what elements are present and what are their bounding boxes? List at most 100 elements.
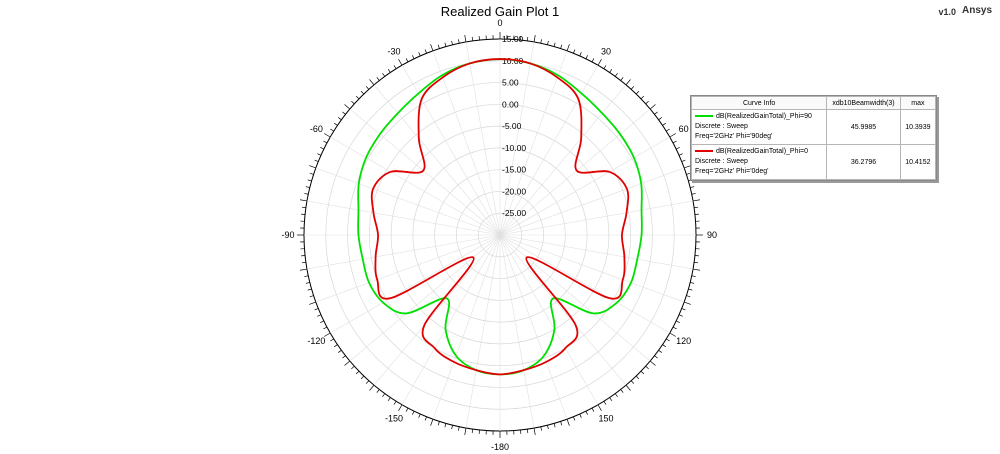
outer-tick (533, 35, 536, 43)
outer-tick (625, 384, 631, 391)
outer-tick (540, 426, 542, 431)
legend-header-max: max (899, 96, 937, 110)
outer-tick (630, 380, 635, 384)
outer-tick (662, 344, 667, 348)
outer-tick (597, 404, 602, 411)
grid-spoke (432, 234, 501, 420)
polar-grid (303, 38, 697, 432)
outer-tick (305, 282, 310, 284)
outer-tick (694, 261, 699, 264)
outer-tick (309, 295, 314, 298)
outer-tick (398, 59, 403, 66)
angle-label: 30 (601, 46, 611, 56)
grid-spoke (499, 234, 651, 362)
outer-tick (560, 421, 563, 426)
outer-tick (437, 44, 440, 49)
outer-tick (658, 117, 663, 121)
radial-labels: 15.00 10.00 5.00 0.00 -5.00 -10.00 -15.00 -20.0… (502, 34, 526, 218)
outer-tick (430, 419, 434, 426)
outer-tick (333, 122, 338, 126)
outer-tick (320, 147, 324, 150)
outer-tick (681, 159, 686, 162)
outer-tick (692, 268, 700, 271)
outer-tick (305, 186, 310, 188)
curve-info-legend[interactable]: Curve Info xdb10Beamwidth(3) max dB(Real… (690, 95, 937, 181)
outer-tick (412, 411, 415, 415)
outer-tick (645, 365, 649, 370)
angle-label: 60 (679, 124, 689, 134)
radial-label: -5.00 (502, 121, 522, 131)
outer-tick (307, 288, 312, 291)
grid-spoke (465, 41, 501, 236)
outer-tick (317, 314, 322, 317)
outer-tick (666, 128, 670, 132)
outer-tick (676, 320, 680, 323)
outer-tick (579, 52, 582, 57)
outer-tick (398, 404, 403, 411)
outer-tick (444, 423, 447, 428)
outer-tick (451, 425, 453, 430)
outer-tick (464, 427, 467, 435)
series-traces (357, 58, 643, 376)
grid-spoke (499, 167, 685, 236)
outer-tick (344, 104, 351, 110)
outer-tick (526, 429, 529, 434)
outer-tick (662, 122, 667, 126)
outer-tick (640, 370, 645, 375)
outer-tick (635, 90, 640, 95)
outer-tick (635, 375, 640, 380)
outer-tick (603, 65, 607, 69)
plot-title: Realized Gain Plot 1 (440, 4, 560, 19)
grid-spoke (432, 50, 501, 236)
outer-tick (686, 172, 691, 175)
angle-label: 90 (707, 230, 717, 240)
grid-spoke (499, 234, 535, 429)
grid-spoke (373, 234, 501, 386)
outer-tick (300, 199, 308, 202)
angle-label: -150 (385, 414, 403, 424)
outer-tick (324, 332, 331, 337)
outer-tick (369, 384, 375, 391)
outer-tick (337, 349, 342, 353)
outer-tick (669, 332, 676, 337)
legend-row[interactable]: dB(RealizedGainTotal)_Phi=90 Discrete : … (690, 109, 937, 145)
grid-spoke (499, 234, 627, 386)
outer-tick (323, 326, 328, 330)
grid-spoke (499, 234, 568, 420)
radial-label: 10.00 (502, 56, 524, 66)
outer-tick (382, 72, 386, 77)
outer-tick (323, 140, 328, 144)
radial-label: -20.00 (502, 186, 526, 196)
outer-tick (444, 42, 447, 47)
outer-tick (393, 401, 397, 405)
outer-tick (351, 365, 355, 370)
outer-tick (676, 147, 680, 150)
outer-tick (681, 308, 686, 311)
outer-tick (669, 133, 676, 138)
outer-tick (382, 393, 386, 398)
angle-labels: 0 30 60 90 120 150 -180 -150 -120 -90 -60 -30 (281, 18, 717, 452)
outer-tick (430, 44, 434, 51)
outer-tick (317, 153, 322, 156)
grid-spoke (499, 108, 651, 236)
grid-spoke (499, 234, 694, 270)
outer-tick (344, 360, 351, 366)
outer-tick (412, 55, 415, 59)
legend-max-value: 10.4152 (899, 144, 937, 180)
radial-label: 15.00 (502, 34, 524, 44)
outer-tick (418, 413, 421, 418)
outer-tick (405, 407, 409, 412)
angle-label: -90 (281, 230, 294, 240)
outer-tick (672, 140, 677, 144)
outer-tick (320, 320, 324, 323)
outer-tick (678, 153, 683, 156)
legend-row[interactable]: dB(RealizedGainTotal)_Phi=0 Discrete : S… (690, 144, 937, 180)
outer-tick (688, 288, 693, 291)
outer-tick (324, 133, 331, 138)
outer-tick (686, 295, 691, 298)
outer-tick (307, 179, 312, 182)
outer-tick-ring (297, 32, 703, 438)
grid-spoke (499, 50, 568, 236)
angle-label: 150 (598, 414, 613, 424)
grid-spoke (349, 234, 501, 362)
